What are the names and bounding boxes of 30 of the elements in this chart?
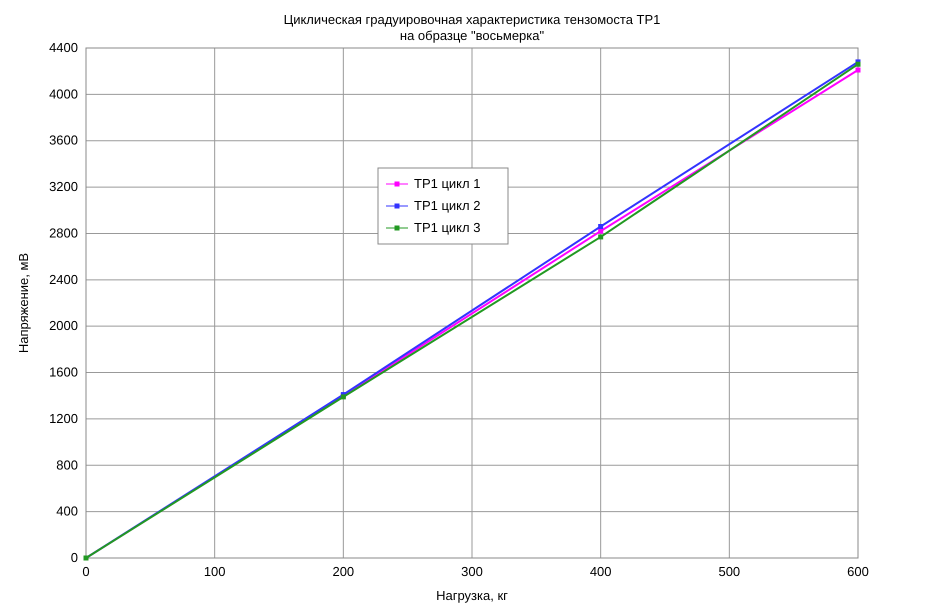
y-tick-label: 400 xyxy=(56,504,78,519)
y-tick-label: 0 xyxy=(70,550,78,565)
y-tick-label: 2800 xyxy=(49,225,78,240)
x-tick-label: 300 xyxy=(461,564,483,579)
y-axis-title: Напряжение, мВ xyxy=(16,252,31,354)
x-tick-label: 500 xyxy=(718,564,740,579)
y-tick-label: 4000 xyxy=(49,86,78,102)
chart-subtitle: на образце "восьмерка" xyxy=(400,28,544,43)
x-axis-title: Нагрузка, кг xyxy=(436,588,508,603)
x-tick-label: 100 xyxy=(204,564,226,579)
y-tick-label: 800 xyxy=(56,457,78,472)
y-tick-label: 3200 xyxy=(49,179,78,194)
x-tick-label: 600 xyxy=(847,564,869,579)
legend-label: TP1 цикл 2 xyxy=(414,198,480,213)
point xyxy=(598,234,604,240)
x-tick-label: 0 xyxy=(82,564,90,579)
y-tick-label: 2400 xyxy=(49,272,78,287)
point xyxy=(856,62,860,67)
legend-label: TP1 цикл 3 xyxy=(414,220,480,235)
y-tick-label: 1200 xyxy=(49,410,78,426)
y-tick-label: 4400 xyxy=(49,40,78,55)
x-tick-label: 400 xyxy=(590,564,612,579)
point xyxy=(856,68,860,73)
chart-title: Циклическая градуировочная характеристика тензомоста TP1 xyxy=(284,12,660,27)
y-tick-label: 1600 xyxy=(49,364,78,380)
y-tick-label: 3600 xyxy=(49,132,78,148)
x-tick-label: 200 xyxy=(332,564,354,579)
point xyxy=(598,224,604,229)
legend-label: TP1 цикл 1 xyxy=(414,176,480,191)
y-tick-label: 2000 xyxy=(49,318,78,334)
